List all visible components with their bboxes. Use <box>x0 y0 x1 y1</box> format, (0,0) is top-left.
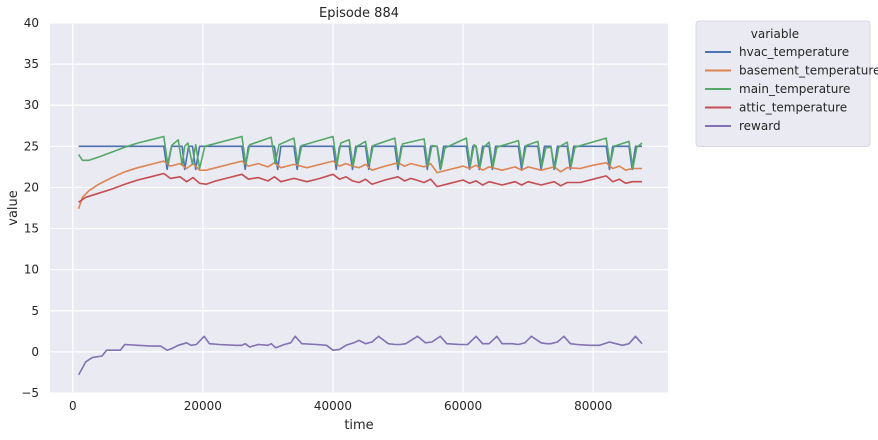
x-axis-ticks: 0 20000 40000 60000 80000 <box>69 399 612 413</box>
x-tick-label: 0 <box>69 399 77 413</box>
x-tick-label: 20000 <box>184 399 222 413</box>
series-line-main-temperature <box>77 135 643 170</box>
y-tick-label: 30 <box>24 98 39 112</box>
legend-title: variable <box>751 27 799 41</box>
y-tick-label: 25 <box>24 139 39 153</box>
legend-entry-label: basement_temperature <box>739 64 878 78</box>
y-axis-label: value <box>6 190 21 226</box>
series-line-basement-temperature <box>77 160 642 210</box>
y-axis-ticks: −5 0 5 10 15 20 25 30 35 40 <box>21 16 39 400</box>
series-layer <box>77 135 643 376</box>
y-tick-label: 0 <box>31 345 39 359</box>
legend-items: hvac_temperature basement_temperaturemain… <box>705 45 878 133</box>
plot-area <box>50 23 668 393</box>
legend-entry-label: main_temperature <box>739 82 850 96</box>
y-tick-label: 20 <box>24 180 39 194</box>
y-tick-label: 35 <box>24 57 39 71</box>
x-tick-label: 60000 <box>444 399 482 413</box>
y-tick-label: 5 <box>31 304 39 318</box>
legend-entry-label: hvac_temperature <box>739 45 849 59</box>
y-tick-label: −5 <box>21 386 39 400</box>
x-axis-label: time <box>344 418 373 433</box>
series-line-attic-temperature <box>78 172 642 203</box>
x-tick-label: 80000 <box>574 399 612 413</box>
y-tick-label: 40 <box>24 16 39 30</box>
legend-entry-label: reward <box>739 119 781 133</box>
legend-box <box>695 20 871 147</box>
legend-entry-label: attic_temperature <box>739 101 847 115</box>
legend: variable hvac_temperature basement_temper… <box>695 20 878 147</box>
y-tick-label: 15 <box>24 222 39 236</box>
series-line-reward <box>77 335 643 376</box>
x-tick-label: 40000 <box>314 399 352 413</box>
chart-title: Episode 884 <box>319 6 399 21</box>
y-tick-label: 10 <box>24 263 39 277</box>
